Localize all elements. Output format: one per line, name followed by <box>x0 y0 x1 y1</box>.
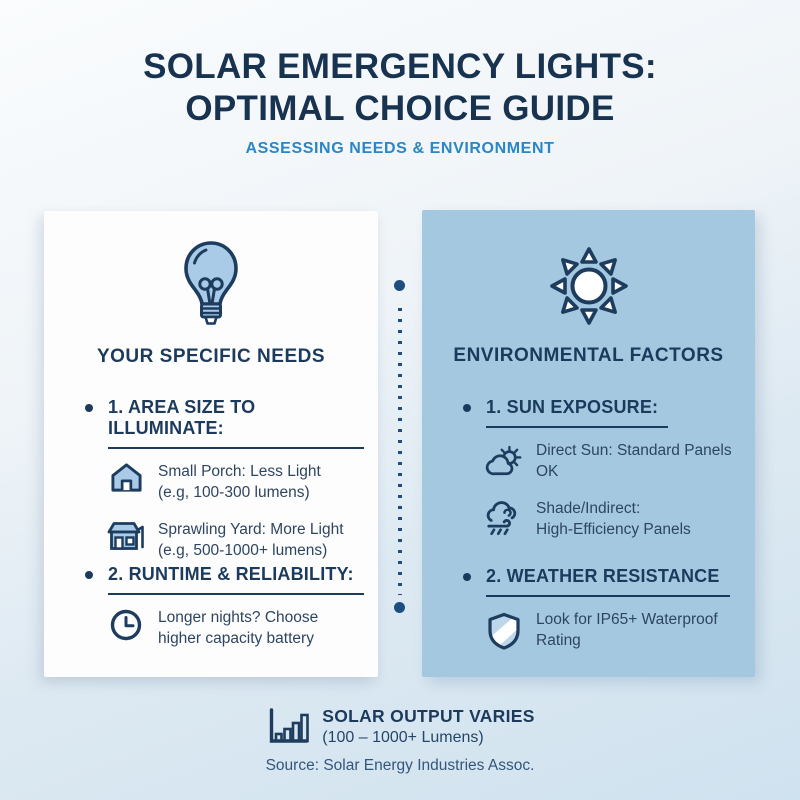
sun-exposure-title: 1. SUN EXPOSURE: <box>486 397 669 428</box>
bar-chart-icon <box>265 705 310 747</box>
bullet-dot <box>463 573 471 581</box>
shade-item: Shade/Indirect: High-Efficiency Panels <box>485 499 741 540</box>
sprawling-yard-item: Sprawling Yard: More Light (e.g, 500-100… <box>107 520 364 561</box>
weather-resistance-section: 2. WEATHER RESISTANCE <box>463 566 741 651</box>
small-porch-item: Small Porch: Less Light (e.g, 100-300 lu… <box>107 462 364 503</box>
area-size-section: 1. AREA SIZE TO ILLUMINATE: Small Porch:… <box>85 397 364 561</box>
small-porch-text: Small Porch: Less Light (e.g, 100-300 lu… <box>158 463 321 501</box>
environment-card-heading: ENVIRONMENTAL FACTORS <box>453 345 724 366</box>
divider-dotted-line <box>398 308 402 595</box>
house-icon <box>107 462 145 493</box>
sun-exposure-section: 1. SUN EXPOSURE: Direct Sun: Standard Pa… <box>463 397 741 540</box>
sprawling-yard-text: Sprawling Yard: More Light (e.g, 500-100… <box>158 521 344 559</box>
shed-icon <box>107 520 145 552</box>
bullet-dot <box>85 404 93 412</box>
footer-source: Source: Solar Energy Industries Assoc. <box>265 757 535 774</box>
needs-card: YOUR SPECIFIC NEEDS 1. AREA SIZE TO ILLU… <box>44 211 378 677</box>
cloud-rain-icon <box>485 499 523 539</box>
clock-icon <box>107 608 145 642</box>
runtime-section: 2. RUNTIME & RELIABILITY: Longer nights?… <box>85 564 364 649</box>
waterproof-text: Look for IP65+ Waterproof Rating <box>536 611 718 649</box>
bullet-dot <box>463 404 471 412</box>
footer-callout: SOLAR OUTPUT VARIES (100 – 1000+ Lumens) <box>0 705 800 747</box>
footer-subtitle: (100 – 1000+ Lumens) <box>322 728 484 746</box>
area-size-title: 1. AREA SIZE TO ILLUMINATE: <box>108 397 364 449</box>
sun-icon <box>422 243 755 329</box>
needs-card-heading: YOUR SPECIFIC NEEDS <box>96 346 326 367</box>
environment-card: ENVIRONMENTAL FACTORS 1. SUN EXPOSURE: D… <box>422 210 755 677</box>
direct-sun-item: Direct Sun: Standard Panels OK <box>485 441 741 482</box>
battery-text: Longer nights? Choose higher capacity ba… <box>158 609 319 647</box>
divider-dot-bottom <box>394 602 405 613</box>
bullet-dot <box>85 571 93 579</box>
sun-cloud-icon <box>485 443 523 481</box>
page-title: SOLAR EMERGENCY LIGHTS: OPTIMAL CHOICE G… <box>143 47 657 128</box>
weather-resistance-title: 2. WEATHER RESISTANCE <box>486 566 730 597</box>
waterproof-item: Look for IP65+ Waterproof Rating <box>485 610 741 651</box>
footer-title: SOLAR OUTPUT VARIES <box>322 705 535 726</box>
lightbulb-icon <box>44 239 378 331</box>
direct-sun-text: Direct Sun: Standard Panels OK <box>536 442 732 480</box>
divider-dot-top <box>394 280 405 291</box>
shield-icon <box>485 612 523 650</box>
battery-item: Longer nights? Choose higher capacity ba… <box>107 608 364 649</box>
shade-text: Shade/Indirect: High-Efficiency Panels <box>536 500 691 538</box>
page-subtitle: ASSESSING NEEDS & ENVIRONMENT <box>245 140 555 157</box>
runtime-title: 2. RUNTIME & RELIABILITY: <box>108 564 364 595</box>
